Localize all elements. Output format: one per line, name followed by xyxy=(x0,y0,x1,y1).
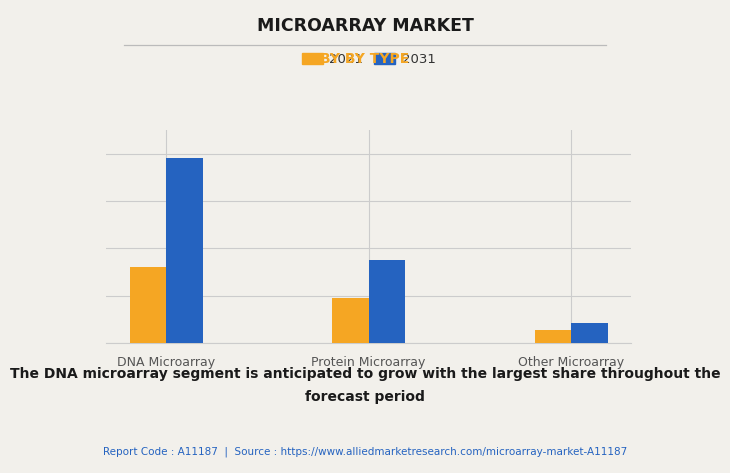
Text: MICROARRAY MARKET: MICROARRAY MARKET xyxy=(256,17,474,35)
Text: BY BY TYPE: BY BY TYPE xyxy=(320,52,410,66)
Text: Report Code : A11187  |  Source : https://www.alliedmarketresearch.com/microarra: Report Code : A11187 | Source : https://… xyxy=(103,447,627,457)
Bar xyxy=(166,158,203,343)
Bar xyxy=(332,298,369,343)
Bar xyxy=(130,267,166,343)
Bar xyxy=(534,330,571,343)
Bar xyxy=(369,260,405,343)
Bar xyxy=(571,323,607,343)
Legend: 2021, 2031: 2021, 2031 xyxy=(296,47,441,71)
Text: The DNA microarray segment is anticipated to grow with the largest share through: The DNA microarray segment is anticipate… xyxy=(9,367,721,381)
Text: forecast period: forecast period xyxy=(305,390,425,404)
